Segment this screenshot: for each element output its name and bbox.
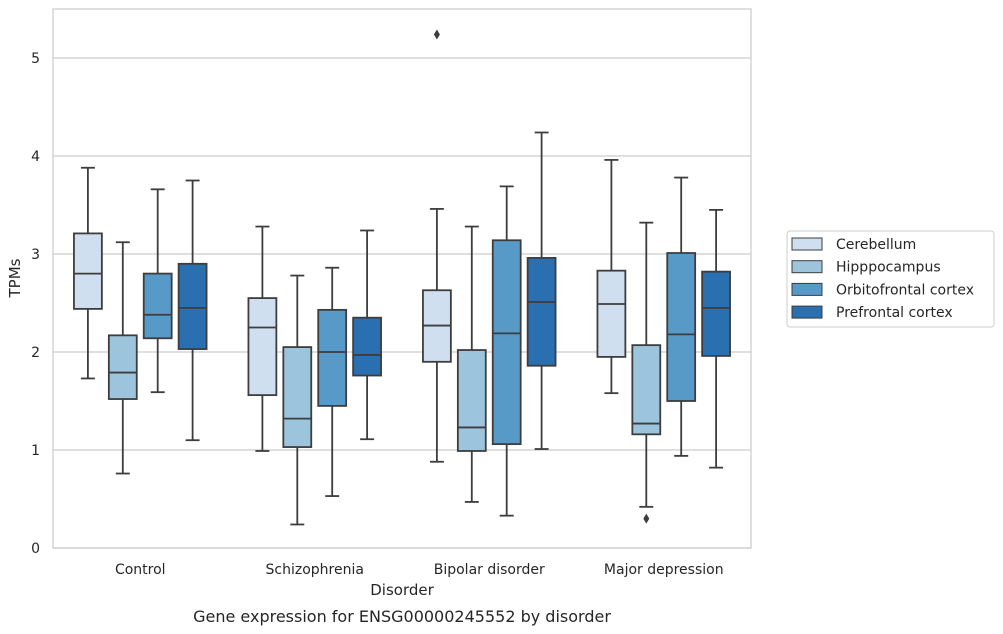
box-1-0 xyxy=(247,225,278,452)
x-axis-label: Disorder xyxy=(370,581,434,599)
box-0-3 xyxy=(177,179,208,442)
legend-label: Hipppocampus xyxy=(836,260,941,276)
box-3-3 xyxy=(701,208,731,469)
box-0-1 xyxy=(107,241,138,475)
x-tick-label: Control xyxy=(115,562,166,578)
box-iqr xyxy=(282,346,313,448)
box-0-2 xyxy=(142,188,173,394)
outlier-point xyxy=(643,513,650,524)
box-iqr xyxy=(352,316,382,377)
box-iqr xyxy=(491,239,522,446)
box-iqr xyxy=(317,308,348,407)
box-1-2 xyxy=(317,266,348,497)
legend-swatch xyxy=(791,282,823,296)
box-3-2 xyxy=(666,176,697,457)
y-tick-label: 2 xyxy=(31,345,40,361)
outlier-point xyxy=(433,29,440,40)
y-axis-label: TPMs xyxy=(6,258,24,298)
y-tick-label: 4 xyxy=(31,149,40,165)
x-tick-label: Bipolar disorder xyxy=(434,562,545,578)
x-tick-label: Major depression xyxy=(604,562,724,578)
box-0-0 xyxy=(73,166,103,380)
box-iqr xyxy=(456,349,487,452)
box-iqr xyxy=(701,270,731,357)
box-1-3 xyxy=(352,229,382,441)
y-tick-labels: 0 1 2 3 4 5 xyxy=(31,51,40,557)
legend-label: Cerebellum xyxy=(836,237,916,253)
y-tick-label: 5 xyxy=(31,51,40,67)
legend-swatch xyxy=(791,260,823,274)
box-3-0 xyxy=(596,159,627,395)
plot-frame xyxy=(52,8,752,549)
box-2-0 xyxy=(422,29,452,463)
legend-swatch xyxy=(791,237,823,251)
box-3-1 xyxy=(631,221,662,524)
legend: Cerebellum Hipppocampus Orbitofrontal cort… xyxy=(786,230,995,328)
y-tick-label: 0 xyxy=(31,541,40,557)
box-iqr xyxy=(631,344,662,436)
x-tick-label: Schizophrenia xyxy=(266,562,364,578)
x-tick-labels: Control Schizophrenia Bipolar disorder Majo… xyxy=(115,562,724,578)
box-iqr xyxy=(73,232,103,310)
box-groups xyxy=(73,29,731,526)
box-iqr xyxy=(142,272,173,340)
chart-title: Gene expression for ENSG00000245552 by d… xyxy=(193,607,611,626)
box-2-2 xyxy=(491,185,522,517)
box-1-1 xyxy=(282,274,313,526)
box-iqr xyxy=(177,262,208,350)
legend-swatch xyxy=(791,305,823,319)
box-iqr xyxy=(596,269,627,358)
y-tick-label: 3 xyxy=(31,247,40,263)
box-2-3 xyxy=(526,131,557,450)
y-tick-label: 1 xyxy=(31,443,40,459)
box-iqr xyxy=(107,334,138,400)
box-iqr xyxy=(666,252,697,402)
box-iqr xyxy=(247,297,278,397)
legend-frame xyxy=(786,230,995,328)
legend-label: Orbitofrontal cortex xyxy=(836,282,974,298)
legend-label: Prefrontal cortex xyxy=(836,305,953,321)
box-2-1 xyxy=(456,225,487,503)
box-iqr xyxy=(526,257,557,367)
